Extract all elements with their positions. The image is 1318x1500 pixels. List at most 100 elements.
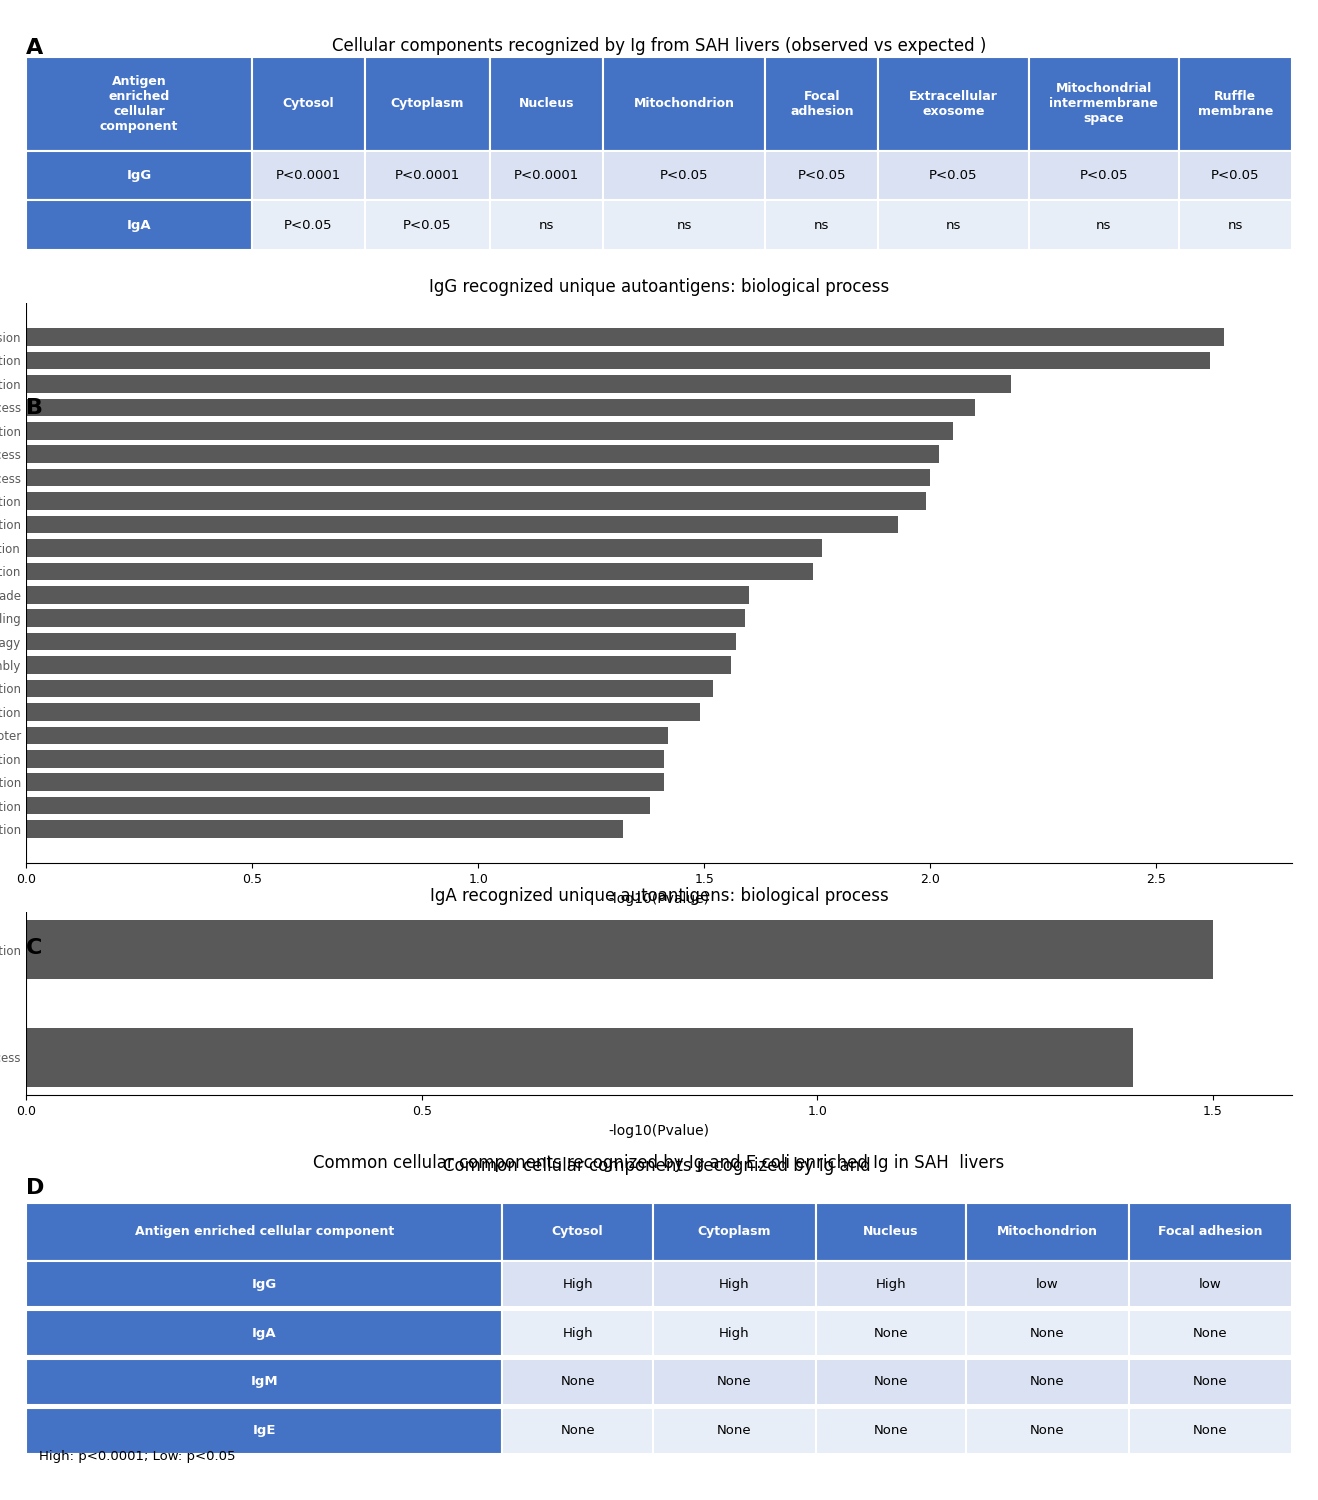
Text: None: None: [874, 1326, 908, 1340]
FancyBboxPatch shape: [652, 1359, 816, 1406]
Text: B: B: [26, 398, 43, 417]
Text: Cytosol: Cytosol: [282, 98, 333, 111]
Text: P<0.0001: P<0.0001: [514, 170, 579, 182]
Text: None: None: [717, 1425, 751, 1437]
FancyBboxPatch shape: [766, 201, 878, 249]
FancyBboxPatch shape: [1028, 152, 1178, 201]
Text: IgG: IgG: [127, 170, 152, 182]
Text: low: low: [1036, 1278, 1058, 1290]
FancyBboxPatch shape: [1178, 57, 1292, 152]
Text: A: A: [26, 38, 43, 57]
FancyBboxPatch shape: [1028, 201, 1178, 249]
Bar: [26, 750, 663, 768]
Text: P<0.05: P<0.05: [660, 170, 708, 182]
Bar: [26, 774, 663, 790]
Text: None: None: [1031, 1425, 1065, 1437]
FancyBboxPatch shape: [1028, 57, 1178, 152]
Bar: [26, 704, 700, 720]
Text: IgA: IgA: [252, 1326, 277, 1340]
FancyBboxPatch shape: [602, 201, 766, 249]
FancyBboxPatch shape: [766, 152, 878, 201]
Bar: [26, 920, 1213, 980]
Text: P<0.05: P<0.05: [1211, 170, 1260, 182]
FancyBboxPatch shape: [966, 1408, 1128, 1454]
FancyBboxPatch shape: [652, 1262, 816, 1306]
Bar: [26, 470, 931, 486]
FancyBboxPatch shape: [966, 1359, 1128, 1406]
FancyBboxPatch shape: [878, 152, 1028, 201]
Text: ns: ns: [676, 219, 692, 231]
FancyBboxPatch shape: [1178, 152, 1292, 201]
FancyBboxPatch shape: [365, 57, 490, 152]
FancyBboxPatch shape: [766, 57, 878, 152]
Text: Nucleus: Nucleus: [518, 98, 575, 111]
FancyBboxPatch shape: [502, 1203, 652, 1262]
FancyBboxPatch shape: [1128, 1262, 1292, 1306]
Text: Common cellular components recognized by Ig and: Common cellular components recognized by…: [443, 1156, 875, 1174]
FancyBboxPatch shape: [252, 57, 365, 152]
Text: Focal
adhesion: Focal adhesion: [789, 90, 854, 118]
Text: Nucleus: Nucleus: [863, 1226, 919, 1239]
FancyBboxPatch shape: [26, 1310, 502, 1356]
X-axis label: -log10(Pvalue): -log10(Pvalue): [609, 891, 709, 906]
Text: IgM: IgM: [250, 1376, 278, 1389]
Text: High: High: [718, 1326, 750, 1340]
Bar: [26, 399, 975, 416]
FancyBboxPatch shape: [1128, 1310, 1292, 1356]
Bar: [26, 680, 713, 698]
FancyBboxPatch shape: [966, 1203, 1128, 1262]
Text: Cytoplasm: Cytoplasm: [697, 1226, 771, 1239]
Text: Cytoplasm: Cytoplasm: [390, 98, 464, 111]
Bar: [26, 422, 953, 440]
Text: Antigen
enriched
cellular
component: Antigen enriched cellular component: [100, 75, 178, 134]
Text: None: None: [1193, 1425, 1227, 1437]
Text: C: C: [26, 938, 42, 957]
Text: None: None: [1193, 1326, 1227, 1340]
FancyBboxPatch shape: [878, 57, 1028, 152]
Text: Cytosol: Cytosol: [552, 1226, 604, 1239]
FancyBboxPatch shape: [966, 1262, 1128, 1306]
Text: None: None: [717, 1376, 751, 1389]
Text: High: p<0.0001; Low: p<0.05: High: p<0.0001; Low: p<0.05: [40, 1450, 236, 1464]
Text: High: High: [563, 1326, 593, 1340]
Bar: [26, 609, 745, 627]
Text: High: High: [718, 1278, 750, 1290]
Text: None: None: [560, 1425, 594, 1437]
Text: P<0.0001: P<0.0001: [275, 170, 341, 182]
Text: None: None: [560, 1376, 594, 1389]
FancyBboxPatch shape: [502, 1262, 652, 1306]
Text: D: D: [26, 1178, 45, 1197]
Bar: [26, 492, 925, 510]
FancyBboxPatch shape: [652, 1310, 816, 1356]
Bar: [26, 633, 735, 651]
Text: low: low: [1199, 1278, 1222, 1290]
Text: IgE: IgE: [253, 1425, 277, 1437]
FancyBboxPatch shape: [26, 1262, 502, 1306]
FancyBboxPatch shape: [252, 152, 365, 201]
Bar: [26, 796, 650, 814]
FancyBboxPatch shape: [652, 1408, 816, 1454]
Text: Common cellular components recognized by Ig and ​E.coli​ enriched Ig in SAH  liv: Common cellular components recognized by…: [314, 1154, 1004, 1172]
FancyBboxPatch shape: [502, 1408, 652, 1454]
Text: High: High: [875, 1278, 905, 1290]
Bar: [26, 657, 731, 674]
FancyBboxPatch shape: [490, 57, 602, 152]
FancyBboxPatch shape: [816, 1203, 966, 1262]
Title: IgA recognized unique autoantigens: biological process: IgA recognized unique autoantigens: biol…: [430, 886, 888, 904]
FancyBboxPatch shape: [26, 152, 252, 201]
Bar: [26, 375, 1011, 393]
Text: Mitochondrion: Mitochondrion: [996, 1226, 1098, 1239]
Text: Mitochondrion: Mitochondrion: [634, 98, 734, 111]
Text: P<0.05: P<0.05: [797, 170, 846, 182]
Bar: [26, 821, 623, 839]
Bar: [26, 446, 940, 464]
FancyBboxPatch shape: [252, 201, 365, 249]
Text: None: None: [874, 1376, 908, 1389]
FancyBboxPatch shape: [502, 1359, 652, 1406]
Text: ns: ns: [539, 219, 554, 231]
Text: P<0.05: P<0.05: [1079, 170, 1128, 182]
FancyBboxPatch shape: [878, 201, 1028, 249]
Text: None: None: [1031, 1376, 1065, 1389]
FancyBboxPatch shape: [365, 201, 490, 249]
Text: Ruffle
membrane: Ruffle membrane: [1198, 90, 1273, 118]
